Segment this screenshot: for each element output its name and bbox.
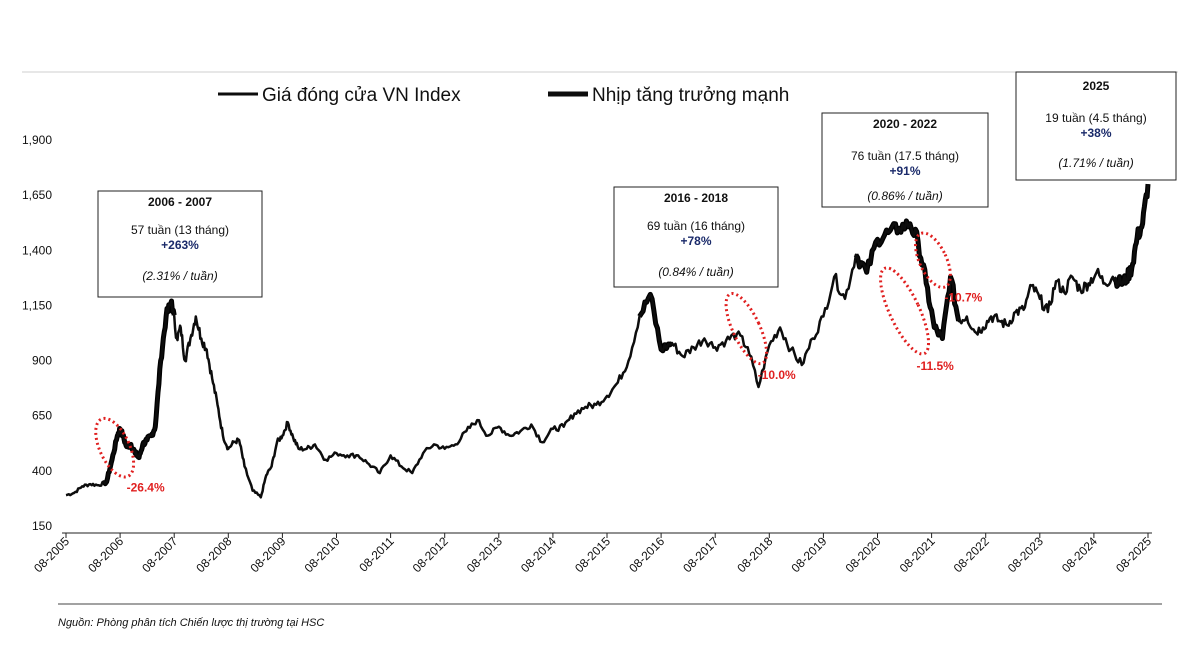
y-tick-label: 400 [32, 464, 52, 478]
x-tick-label: 08-2020 [843, 534, 884, 575]
legend-strong-label: Nhịp tăng trưởng mạnh [592, 85, 789, 106]
x-tick-label: 08-2017 [680, 534, 721, 575]
annotation-box-2006-2007: 2006 - 2007 57 tuần (13 tháng) +263% (2.… [97, 190, 263, 298]
annotation-duration: 19 tuần (4.5 tháng) [1045, 111, 1146, 125]
y-tick-label: 1,900 [22, 133, 52, 147]
annotation-gain: +91% [889, 164, 920, 178]
x-tick-label: 08-2013 [464, 534, 505, 575]
annotation-rate: (2.31% / tuần) [142, 269, 217, 283]
y-tick-label: 150 [32, 519, 52, 533]
y-tick-label: 1,150 [22, 298, 52, 312]
annotation-box-2025: 2025 19 tuần (4.5 tháng) +38% (1.71% / t… [1015, 71, 1177, 181]
drawdown-label: -11.5% [916, 359, 954, 373]
drawdown-label: -26.4% [127, 480, 165, 494]
legend-close-label: Giá đóng cửa VN Index [262, 85, 461, 106]
annotation-box-2020-2022: 2020 - 2022 76 tuần (17.5 tháng) +91% (0… [821, 112, 989, 208]
annotation-duration: 76 tuần (17.5 tháng) [851, 149, 959, 163]
source-note: Nguồn: Phòng phân tích Chiến lược thị tr… [58, 617, 325, 629]
y-tick-label: 1,400 [22, 243, 52, 257]
y-axis-ticks: 150 400 650 900 1,150 1,400 1,650 1,900 [22, 133, 52, 533]
y-tick-label: 900 [32, 354, 52, 368]
x-tick-label: 08-2018 [734, 534, 775, 575]
x-tick-label: 08-2008 [193, 534, 234, 575]
annotation-frame [821, 112, 989, 208]
drawdown-label: -10.7% [944, 291, 982, 305]
x-tick-label: 08-2014 [518, 534, 559, 575]
x-tick-label: 08-2023 [1005, 534, 1046, 575]
x-tick-label: 08-2024 [1059, 534, 1100, 575]
y-tick-label: 1,650 [22, 188, 52, 202]
drawdown-ellipse [879, 266, 931, 356]
x-tick-label: 08-2009 [247, 534, 288, 575]
annotation-rate: (1.71% / tuần) [1058, 156, 1133, 170]
x-axis-ticks: 08-2005 08-2006 08-2007 08-2008 08-2009 08-20… [31, 533, 1154, 575]
annotation-gain: +263% [161, 238, 199, 252]
x-tick-label: 08-2025 [1113, 534, 1154, 575]
x-tick-label: 08-2021 [897, 534, 938, 575]
x-tick-label: 08-2011 [356, 534, 397, 575]
annotation-title: 2016 - 2018 [664, 191, 728, 205]
annotation-frame [613, 186, 779, 288]
x-tick-label: 08-2006 [85, 534, 126, 575]
x-tick-label: 08-2015 [572, 534, 613, 575]
annotation-title: 2006 - 2007 [148, 195, 212, 209]
drawdown-ellipse [724, 292, 769, 366]
legend: Giá đóng cửa VN Index Nhịp tăng trưởng m… [218, 85, 789, 106]
annotation-rate: (0.86% / tuần) [867, 189, 942, 203]
annotation-gain: +38% [1080, 126, 1111, 140]
annotation-box-2016-2018: 2016 - 2018 69 tuần (16 tháng) +78% (0.8… [613, 186, 779, 288]
annotation-title: 2020 - 2022 [873, 117, 937, 131]
x-tick-label: 08-2007 [139, 534, 180, 575]
annotation-rate: (0.84% / tuần) [658, 265, 733, 279]
annotation-frame [97, 190, 263, 298]
annotation-duration: 57 tuần (13 tháng) [131, 223, 229, 237]
x-tick-label: 08-2005 [31, 534, 72, 575]
annotation-title: 2025 [1083, 79, 1110, 93]
annotation-frame [1015, 71, 1177, 181]
x-tick-label: 08-2022 [951, 534, 992, 575]
x-tick-label: 08-2012 [410, 534, 451, 575]
annotation-duration: 69 tuần (16 tháng) [647, 219, 745, 233]
x-tick-label: 08-2016 [626, 534, 667, 575]
drawdown-ellipse [94, 416, 136, 479]
x-tick-label: 08-2019 [788, 534, 829, 575]
y-tick-label: 650 [32, 409, 52, 423]
x-tick-label: 08-2010 [302, 534, 343, 575]
drawdown-label: -10.0% [758, 368, 796, 382]
drawdown-ellipse [914, 231, 952, 289]
drawdown-markers: -26.4% -10.0% -11.5% -10.7% [94, 231, 983, 494]
annotation-gain: +78% [680, 234, 711, 248]
vn-index-close-line [65, 184, 1150, 499]
